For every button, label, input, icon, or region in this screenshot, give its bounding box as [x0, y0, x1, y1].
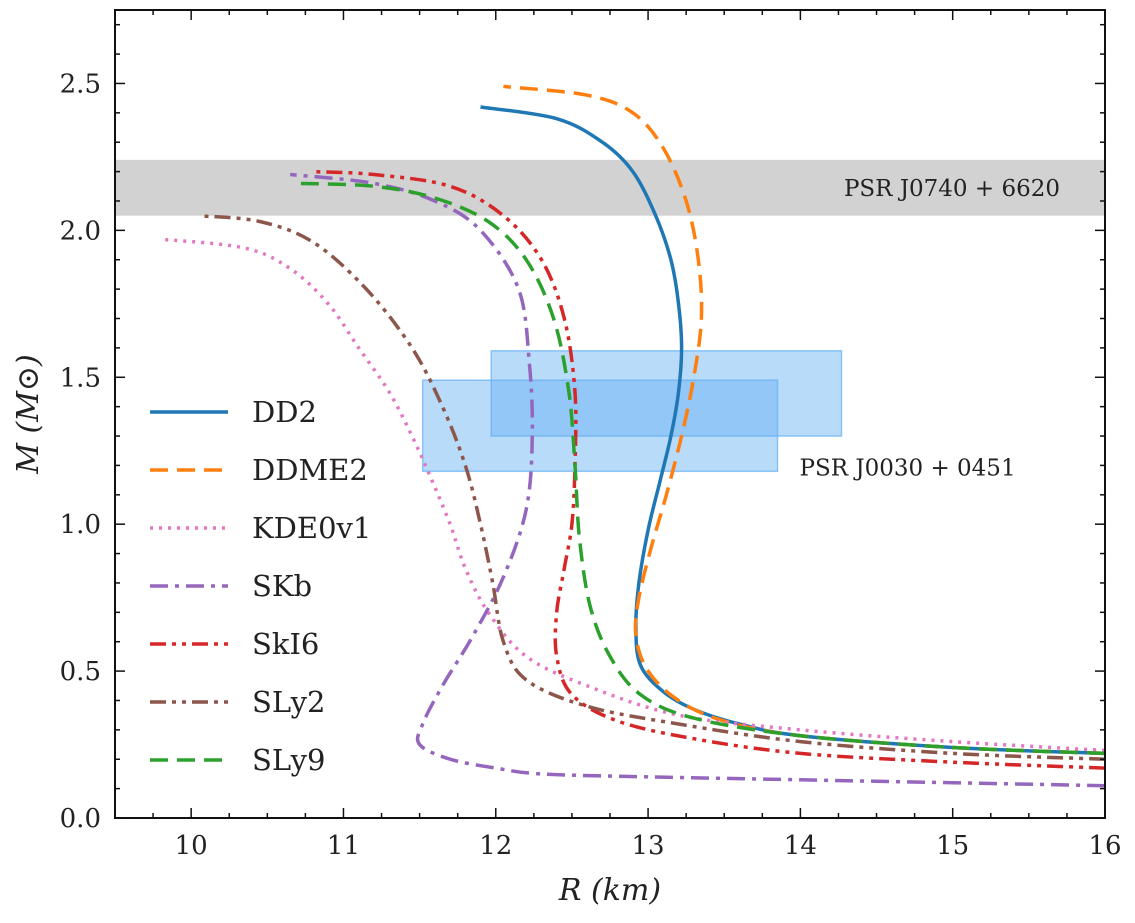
x-tick-label: 14	[784, 831, 817, 861]
bands-layer	[115, 159, 1105, 473]
y-axis-label: M (M⊙)	[11, 354, 46, 475]
ticks-layer: 10 11 12 13 14 15 16 0.0 0.5 1.0 1.5 2.0 2.5	[60, 10, 1122, 861]
band-label-0: PSR J0740 + 6620	[844, 176, 1060, 202]
y-tick-label: 1.0	[60, 510, 101, 540]
series-line-ddme2	[503, 84, 1105, 756]
series-line-skb	[290, 172, 1105, 788]
y-tick-label: 2.0	[60, 216, 101, 246]
series-layer	[160, 84, 1105, 788]
x-tick-label: 15	[936, 831, 969, 861]
series-line-ski6	[312, 169, 1105, 770]
x-tick-label: 11	[327, 831, 360, 861]
nicer-box-1	[490, 350, 843, 437]
y-tick-label: 0.0	[60, 804, 101, 834]
y-tick-label: 1.5	[60, 363, 101, 393]
legend-label-sly9: SLy9	[252, 743, 325, 777]
series-line-sly2	[198, 213, 1105, 761]
nicer-box-0	[421, 379, 779, 473]
x-tick-label: 10	[175, 831, 208, 861]
legend-label-sly2: SLy2	[252, 685, 325, 719]
y-tick-label: 0.5	[60, 657, 101, 687]
x-tick-label: 12	[479, 831, 512, 861]
x-tick-label: 16	[1088, 831, 1121, 861]
box-label-0: PSR J0030 + 0451	[800, 455, 1016, 481]
y-tick-label: 2.5	[60, 69, 101, 99]
x-tick-label: 13	[632, 831, 665, 861]
band-0	[115, 159, 1105, 216]
legend-label-ski6: SkI6	[252, 627, 319, 661]
legend-label-kde0v1: KDE0v1	[252, 511, 371, 545]
series-line-dd2	[480, 105, 1105, 756]
x-axis-label: R (km)	[558, 873, 661, 908]
legend: DD2 DDME2 KDE0v1 SKb SkI6 SLy2 SLy9	[150, 395, 371, 777]
labels-layer: PSR J0740 + 6620 PSR J0030 + 0451 R (km) M …	[11, 176, 1060, 908]
legend-label-dd2: DD2	[252, 395, 317, 429]
series-line-kde0v1	[160, 237, 1105, 753]
legend-label-ddme2: DDME2	[252, 453, 368, 487]
legend-label-skb: SKb	[252, 569, 312, 603]
